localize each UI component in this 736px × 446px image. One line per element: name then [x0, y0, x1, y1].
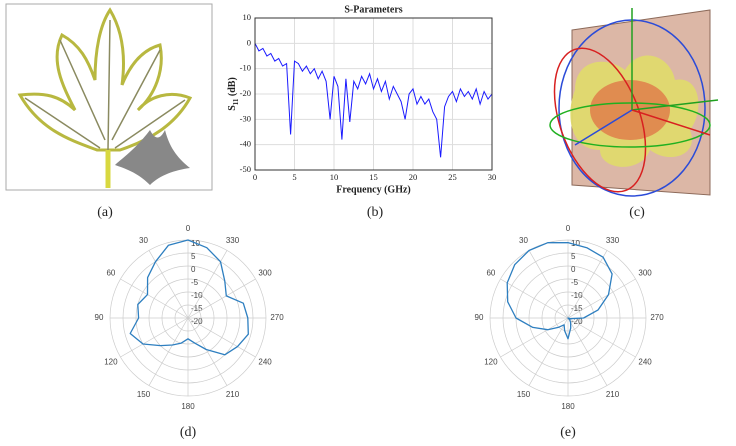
theta-tick-label: 120: [104, 358, 118, 367]
theta-tick-label: 270: [270, 313, 284, 322]
x-tick-label: 15: [369, 172, 378, 182]
x-axis-label: Frequency (GHz): [336, 184, 411, 195]
r-tick-label: 5: [571, 252, 576, 261]
theta-tick-label: 0: [186, 224, 191, 233]
theta-tick-label: 210: [606, 390, 620, 399]
theta-tick-label: 0: [566, 224, 571, 233]
x-tick-label: 10: [330, 172, 339, 182]
r-tick-label: -15: [571, 304, 583, 313]
r-tick-label: -20: [571, 317, 583, 326]
grid-spoke: [187, 317, 256, 358]
antenna-photo: [5, 3, 213, 191]
theta-tick-label: 210: [226, 390, 240, 399]
panel-label: (c): [629, 205, 645, 220]
y-axis-label: S11 (dB): [227, 77, 239, 111]
theta-tick-label: 180: [561, 402, 575, 411]
grid-spoke: [528, 317, 569, 386]
r-tick-label: -5: [571, 278, 579, 287]
y-tick-label: -10: [240, 63, 251, 73]
theta-tick-label: 240: [638, 358, 652, 367]
grid-spoke: [567, 250, 608, 319]
r-tick-label: 10: [571, 239, 580, 248]
r-tick-label: -20: [191, 317, 203, 326]
r-tick-label: -5: [191, 278, 199, 287]
radiation-3d: [549, 8, 719, 197]
grid-spoke: [148, 317, 189, 386]
grid-spoke: [567, 278, 636, 319]
panel-label: (b): [367, 205, 384, 220]
theta-tick-label: 300: [638, 269, 652, 278]
data-line: [254, 43, 493, 158]
theta-tick-label: 330: [606, 236, 620, 245]
x-tick-label: 25: [448, 172, 457, 182]
theta-tick-label: 90: [95, 313, 104, 322]
y-tick-label: -50: [240, 164, 251, 174]
grid-spoke: [500, 317, 569, 358]
x-tick-label: 0: [253, 172, 257, 182]
theta-tick-label: 150: [137, 390, 151, 399]
theta-tick-label: 60: [106, 269, 115, 278]
y-label-sub: 11: [232, 98, 240, 105]
grid-spoke: [187, 317, 228, 386]
theta-tick-label: 60: [486, 269, 495, 278]
pattern-curve: [506, 241, 613, 340]
theta-tick-label: 30: [519, 236, 528, 245]
theta-tick-label: 240: [258, 358, 272, 367]
grid-spoke: [528, 250, 569, 319]
x-tick-label: 20: [409, 172, 418, 182]
theta-tick-label: 150: [517, 390, 531, 399]
y-label-main: S: [227, 105, 238, 111]
grid-spoke: [120, 278, 189, 319]
y-tick-label: -30: [240, 113, 251, 123]
r-tick-label: -15: [191, 304, 203, 313]
grid-spoke: [500, 278, 569, 319]
r-tick-label: 0: [571, 265, 576, 274]
theta-tick-label: 30: [139, 236, 148, 245]
theta-tick-label: 300: [258, 269, 272, 278]
panel-label: (e): [560, 425, 576, 440]
y-tick-label: -40: [240, 139, 251, 149]
panel-label: (a): [97, 205, 113, 220]
y-tick-label: -20: [240, 88, 251, 98]
plot-frame: [254, 17, 493, 171]
r-tick-label: -10: [571, 291, 583, 300]
y-label-unit: (dB): [227, 77, 238, 98]
y-tick-label: 0: [247, 37, 251, 47]
chart-title: S-Parameters: [344, 4, 402, 15]
grid-spoke: [148, 250, 189, 319]
y-tick-label: 10: [243, 12, 252, 22]
theta-tick-label: 120: [484, 358, 498, 367]
grid-spoke: [187, 278, 256, 319]
grid-spoke: [120, 317, 189, 358]
theta-tick-label: 180: [181, 402, 195, 411]
r-tick-label: -10: [191, 291, 203, 300]
r-tick-label: 0: [191, 265, 196, 274]
theta-tick-label: 90: [475, 313, 484, 322]
theta-tick-label: 270: [650, 313, 664, 322]
grid-spoke: [567, 317, 636, 358]
r-tick-label: 5: [191, 252, 196, 261]
pattern-curve: [129, 239, 249, 356]
panel-label: (d): [180, 425, 197, 440]
theta-tick-label: 330: [226, 236, 240, 245]
grid-spoke: [567, 317, 608, 386]
x-tick-label: 5: [292, 172, 296, 182]
x-tick-label: 30: [488, 172, 497, 182]
